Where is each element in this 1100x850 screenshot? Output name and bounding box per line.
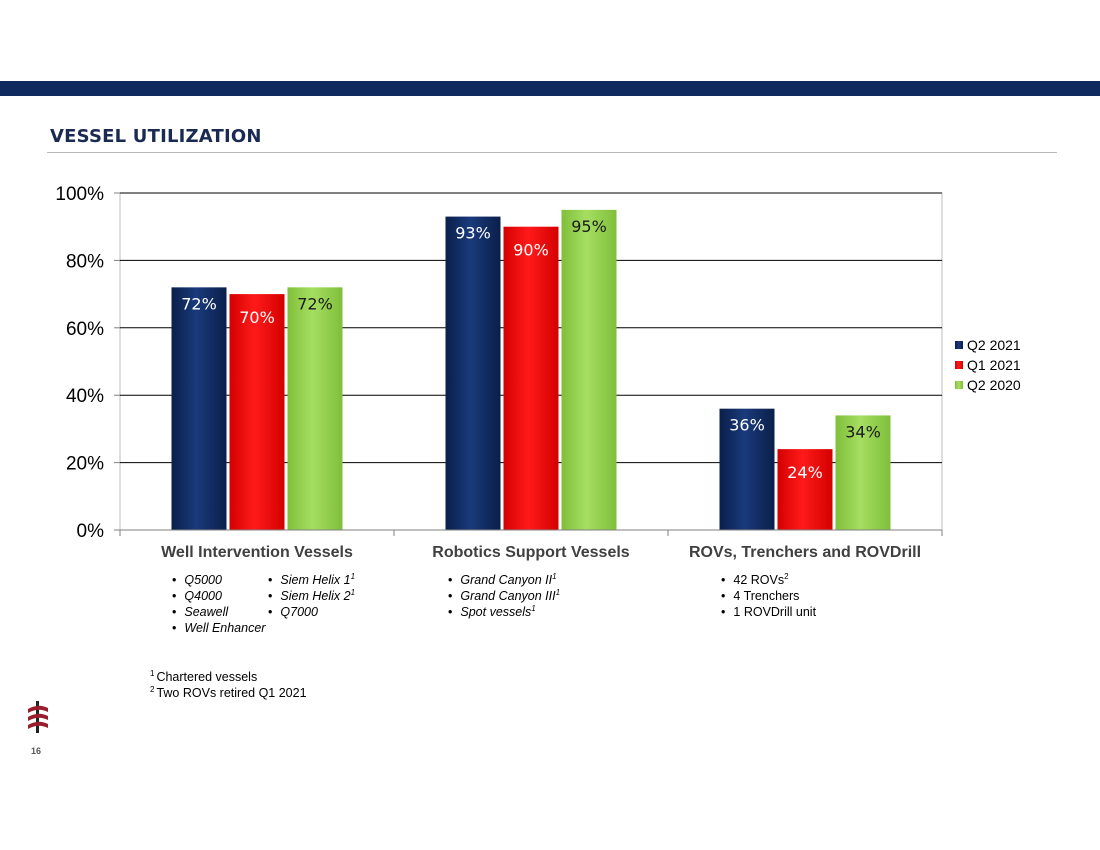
data-label: 72% bbox=[297, 294, 333, 313]
list-item: Siem Helix 21 bbox=[268, 588, 355, 604]
list-item: Spot vessels1 bbox=[448, 604, 560, 620]
bar-q2-2021 bbox=[171, 287, 227, 530]
list-item: Q7000 bbox=[268, 604, 355, 620]
list-item: 1 ROVDrill unit bbox=[721, 604, 816, 620]
y-tick-label: 100% bbox=[55, 184, 104, 205]
page-title: VESSEL UTILIZATION bbox=[50, 126, 262, 147]
list-item: Q5000 bbox=[172, 572, 265, 588]
legend-swatch bbox=[955, 341, 963, 349]
list-item: Grand Canyon III1 bbox=[448, 588, 560, 604]
data-label: 70% bbox=[239, 308, 275, 327]
footnotes: 1 Chartered vessels 2 Two ROVs retired Q1 2… bbox=[150, 669, 307, 701]
footnote: 1 Chartered vessels bbox=[150, 668, 258, 684]
footnote: 2 Two ROVs retired Q1 2021 bbox=[150, 684, 307, 700]
legend-entry: Q2 2021 bbox=[967, 337, 1021, 353]
y-tick-label: 20% bbox=[66, 454, 104, 475]
rsv-vessel-list: Grand Canyon II1Grand Canyon III1Spot ve… bbox=[448, 572, 560, 620]
data-label: 72% bbox=[181, 294, 217, 313]
title-divider bbox=[47, 152, 1057, 153]
wiv-vessel-list-1: Q5000Q4000SeawellWell Enhancer bbox=[172, 572, 265, 636]
bar-q1-2021 bbox=[503, 226, 559, 530]
bar-q1-2021 bbox=[229, 294, 285, 530]
bar-q2-2021 bbox=[445, 216, 501, 530]
header-band bbox=[0, 81, 1100, 96]
list-item: Siem Helix 11 bbox=[268, 572, 355, 588]
data-label: 34% bbox=[845, 422, 881, 441]
data-label: 36% bbox=[729, 416, 765, 435]
bar-q2-2020 bbox=[287, 287, 343, 530]
legend-swatch bbox=[955, 361, 963, 369]
y-tick-label: 0% bbox=[77, 521, 105, 542]
legend-entry: Q2 2020 bbox=[967, 377, 1021, 393]
bar-q2-2021 bbox=[719, 408, 775, 530]
x-category-label: Well Intervention Vessels bbox=[161, 544, 353, 561]
y-tick-label: 60% bbox=[66, 319, 104, 340]
data-label: 93% bbox=[455, 224, 491, 243]
rov-asset-list: 42 ROVs24 Trenchers1 ROVDrill unit bbox=[721, 572, 816, 620]
utilization-bar-chart: 72% 70% 72% 93% 90% 95% 36% 24% 34% 0% 20% 40% 60% 8… bbox=[55, 184, 1021, 561]
list-item: Q4000 bbox=[172, 588, 265, 604]
list-item: 42 ROVs2 bbox=[721, 572, 816, 588]
bar-q2-2020 bbox=[561, 209, 617, 530]
list-item: 4 Trenchers bbox=[721, 588, 816, 604]
data-label: 24% bbox=[787, 463, 823, 482]
x-category-label: ROVs, Trenchers and ROVDrill bbox=[689, 544, 921, 561]
x-category-label: Robotics Support Vessels bbox=[432, 544, 629, 561]
data-label: 90% bbox=[513, 241, 549, 260]
data-label: 95% bbox=[571, 217, 607, 236]
list-item: Grand Canyon II1 bbox=[448, 572, 560, 588]
legend-swatch bbox=[955, 381, 963, 389]
helix-logo-icon bbox=[28, 701, 48, 733]
y-tick-label: 40% bbox=[66, 386, 104, 407]
list-item: Seawell bbox=[172, 604, 265, 620]
y-tick-label: 80% bbox=[66, 251, 104, 272]
bar-q2-2020 bbox=[835, 415, 891, 530]
wiv-vessel-list-2: Siem Helix 11Siem Helix 21Q7000 bbox=[268, 572, 355, 620]
page-number: 16 bbox=[31, 746, 42, 756]
list-item: Well Enhancer bbox=[172, 620, 265, 636]
bar-q1-2021 bbox=[777, 449, 833, 530]
legend-entry: Q1 2021 bbox=[967, 357, 1021, 373]
